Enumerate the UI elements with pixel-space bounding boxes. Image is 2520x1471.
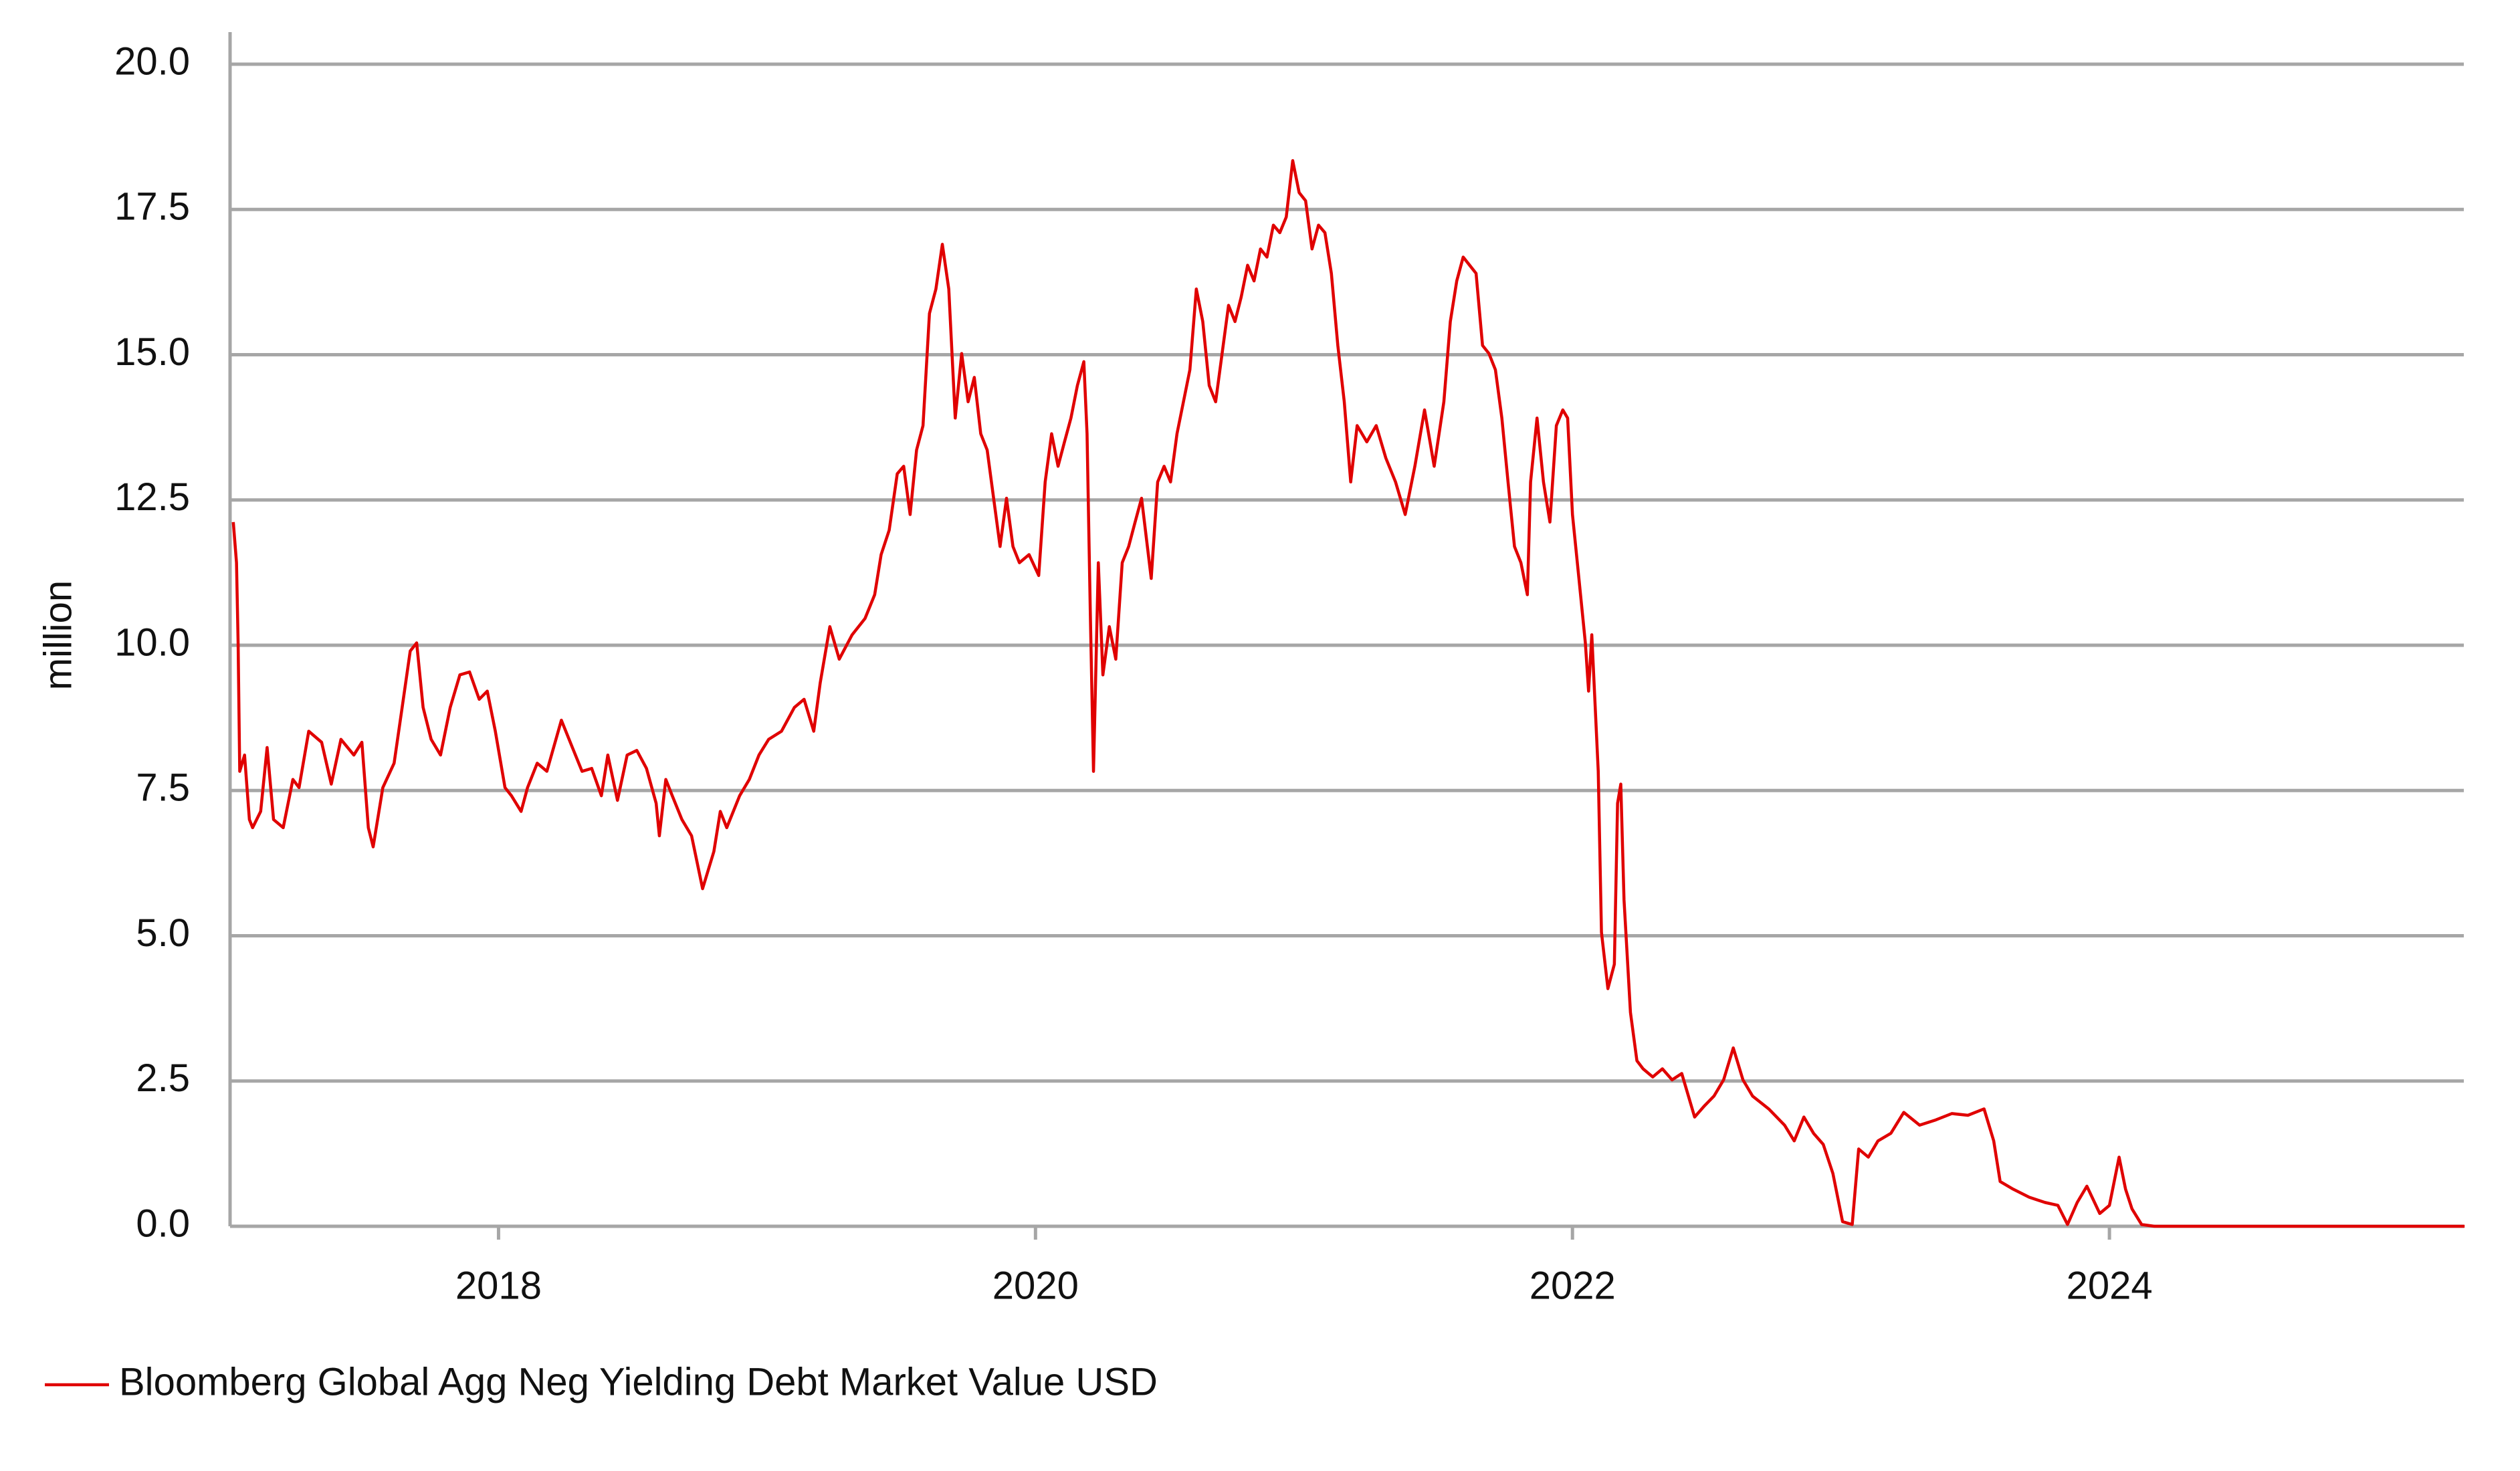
- y-axis-label: million: [36, 580, 80, 690]
- y-tick-label: 10.0: [114, 620, 190, 664]
- y-tick-label: 0.0: [136, 1202, 190, 1245]
- data-line: [231, 159, 2465, 1228]
- y-tick-label: 12.5: [114, 475, 190, 519]
- x-tick-label: 2018: [455, 1264, 542, 1307]
- y-tick-label: 17.5: [114, 185, 190, 229]
- x-tick-label: 2020: [992, 1264, 1079, 1307]
- y-tick-label: 15.0: [114, 330, 190, 374]
- y-tick-label: 7.5: [136, 766, 190, 810]
- x-tick-label: 2022: [1530, 1264, 1616, 1307]
- y-tick-label: 5.0: [136, 911, 190, 955]
- x-tick-label: 2024: [2067, 1264, 2153, 1307]
- legend-label: Bloomberg Global Agg Neg Yielding Debt M…: [119, 1360, 1158, 1403]
- y-tick-label: 20.0: [114, 39, 190, 83]
- y-tick-label: 2.5: [136, 1056, 190, 1100]
